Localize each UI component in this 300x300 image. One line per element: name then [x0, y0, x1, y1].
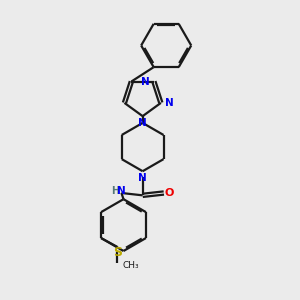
Text: CH₃: CH₃ [123, 261, 139, 270]
Text: N: N [165, 98, 173, 108]
Text: N: N [117, 186, 126, 196]
Text: N: N [141, 76, 150, 86]
Text: N: N [138, 173, 147, 183]
Text: S: S [113, 246, 122, 259]
Text: N: N [138, 118, 147, 128]
Text: H: H [111, 186, 119, 196]
Text: O: O [164, 188, 174, 198]
